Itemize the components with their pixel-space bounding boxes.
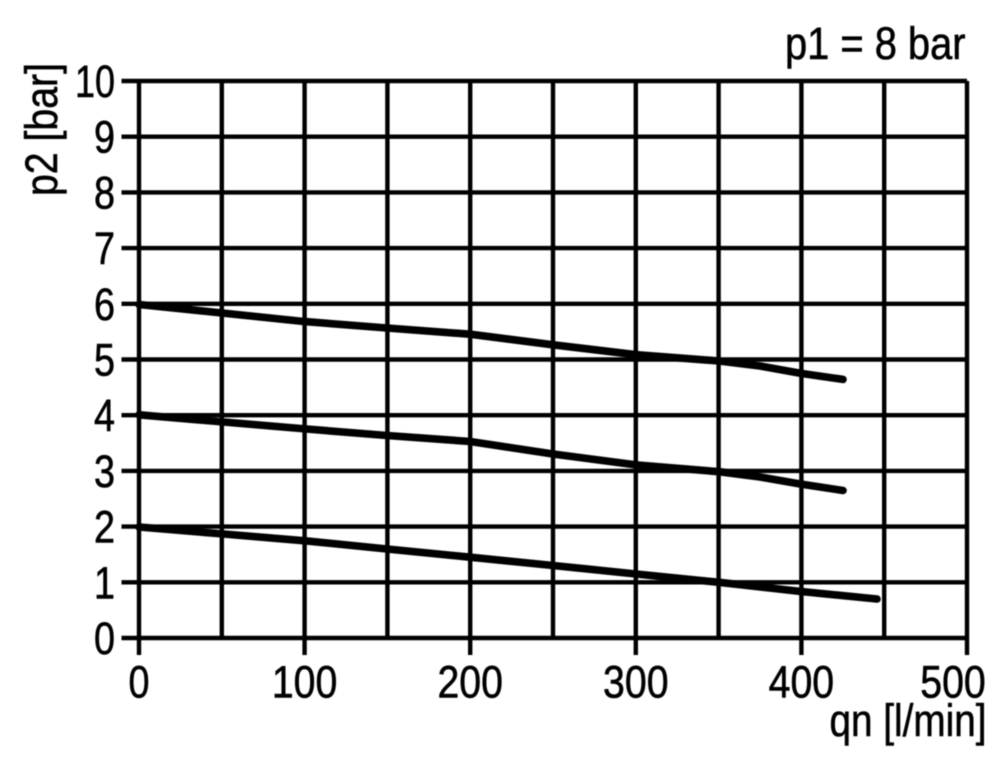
svg-text:100: 100 xyxy=(272,657,338,708)
svg-text:6: 6 xyxy=(94,279,115,330)
svg-text:7: 7 xyxy=(94,223,115,274)
svg-text:4: 4 xyxy=(94,390,115,441)
svg-text:1: 1 xyxy=(94,557,115,608)
svg-text:200: 200 xyxy=(437,657,503,708)
svg-text:400: 400 xyxy=(769,657,835,708)
svg-text:10: 10 xyxy=(75,56,115,107)
svg-text:9: 9 xyxy=(94,112,115,163)
svg-text:0: 0 xyxy=(129,657,150,708)
svg-text:5: 5 xyxy=(94,335,115,386)
svg-text:500: 500 xyxy=(920,657,986,708)
svg-text:qn [l/min]: qn [l/min] xyxy=(830,695,987,746)
svg-text:p2 [bar]: p2 [bar] xyxy=(16,63,67,196)
svg-text:300: 300 xyxy=(603,657,669,708)
svg-text:3: 3 xyxy=(94,446,115,497)
svg-text:2: 2 xyxy=(94,502,115,553)
svg-text:8: 8 xyxy=(94,167,115,218)
svg-text:p1 = 8 bar: p1 = 8 bar xyxy=(785,18,966,69)
svg-text:0: 0 xyxy=(94,613,115,664)
